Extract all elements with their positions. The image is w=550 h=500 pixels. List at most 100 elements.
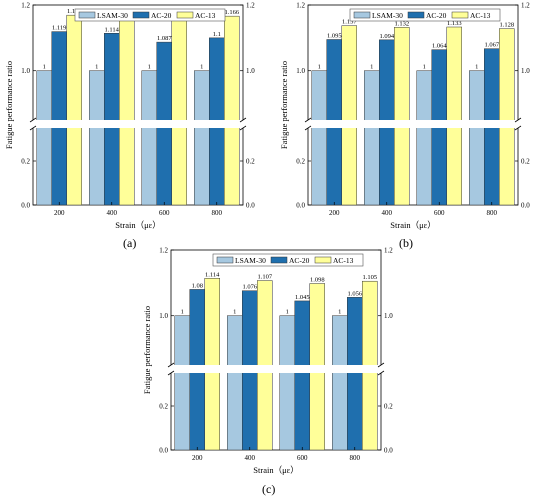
legend-label-ac-20: AC-20: [289, 256, 310, 265]
legend-label-ac-13: AC-13: [470, 11, 491, 20]
axis-break-mark: [377, 370, 385, 376]
data-label: 1: [286, 309, 289, 316]
legend-swatch-ac-20: [270, 256, 288, 264]
bar-ac-13-600: [446, 26, 462, 206]
data-label: 1.128: [499, 22, 514, 29]
ytick-label-right: 0.0: [246, 202, 255, 210]
data-label: 1.1: [213, 31, 221, 38]
data-label: 1.056: [347, 290, 362, 297]
bar-ac-13-400: [119, 18, 135, 206]
plot-frame: [307, 4, 519, 206]
data-label: 1.132: [394, 20, 409, 27]
bar-lsam-30-800: [194, 70, 210, 206]
bar-ac-13-200: [204, 278, 220, 451]
data-label: 1.114: [105, 26, 120, 33]
data-label: 1: [318, 64, 321, 71]
bar-ac-20-600: [294, 300, 310, 451]
data-label: 1.137: [342, 19, 357, 26]
bar-lsam-30-200: [174, 315, 190, 451]
bar-lsam-30-600: [279, 315, 295, 451]
data-label: 1: [423, 64, 426, 71]
data-label: 1.133: [447, 20, 462, 27]
ytick-label-left: 0.2: [296, 158, 305, 166]
data-label: 1.094: [379, 33, 394, 40]
data-label: 1.119: [52, 25, 66, 32]
legend-swatch-ac-13: [176, 11, 194, 19]
caption-a-text: (a): [123, 236, 137, 250]
axis-break-band: [29, 120, 247, 128]
bar-lsam-30-400: [89, 70, 105, 206]
axis-break-mark: [514, 125, 522, 131]
ytick-label-right: 1.0: [246, 67, 255, 75]
ytick-label-left: 1.0: [21, 67, 30, 75]
ytick-label-right: 0.0: [384, 447, 393, 455]
bar-ac-13-200: [66, 14, 82, 206]
ytick-label-right: 0.2: [384, 403, 393, 411]
caption-a: (a): [123, 236, 136, 251]
axis-break-mark: [239, 117, 247, 123]
data-label: 1.169: [67, 8, 82, 15]
ytick-label-left: 1.2: [159, 247, 168, 255]
data-label: 1.08: [192, 282, 203, 289]
ytick-label-left: 0.0: [296, 202, 305, 210]
ytick-label-right: 0.2: [246, 158, 255, 166]
data-label: 1.045: [295, 294, 310, 301]
ytick-label-left: 0.0: [159, 447, 168, 455]
caption-b-text: (b): [399, 236, 413, 250]
legend-label-lsam-30: LSAM-30: [372, 11, 403, 20]
bar-ac-20-400: [104, 33, 120, 206]
ytick-label-right: 1.2: [521, 2, 530, 10]
xtick-label: 400: [245, 454, 256, 462]
legend-swatch-lsam-30: [216, 256, 234, 264]
data-label: 1: [181, 309, 184, 316]
ytick-label-left: 1.0: [296, 67, 305, 75]
bar-ac-13-200: [341, 25, 357, 206]
data-label: 1.076: [242, 284, 257, 291]
data-label: 1.098: [310, 277, 325, 284]
legend-swatch-ac-20: [407, 11, 425, 19]
caption-b: (b): [399, 236, 413, 251]
ytick-label-left: 1.0: [159, 312, 168, 320]
ytick-label-right: 1.2: [384, 247, 393, 255]
bar-lsam-30-600: [416, 70, 432, 206]
y-axis-label: Fatigue performance ratio: [4, 61, 14, 149]
xtick-label: 600: [434, 209, 445, 217]
legend-swatch-lsam-30: [353, 11, 371, 19]
bar-ac-13-800: [499, 28, 515, 206]
data-label: 1.095: [327, 33, 342, 40]
xtick-label: 800: [487, 209, 498, 217]
axis-break-band: [167, 365, 385, 373]
axis-break-mark: [29, 125, 37, 131]
ytick-label-right: 1.0: [521, 67, 530, 75]
x-axis-label: Strain（με）: [390, 220, 435, 230]
data-label: 1: [43, 64, 46, 71]
legend-label-ac-20: AC-20: [426, 11, 447, 20]
y-axis-label: Fatigue performance ratio: [142, 306, 152, 394]
bar-lsam-30-600: [141, 70, 157, 206]
ytick-label-left: 0.0: [21, 202, 30, 210]
bar-ac-13-800: [224, 15, 240, 206]
chart-panel-a: 0.0 0.0 0.2 0.2 1.0 1.0 1.2 1.2 1 1.119 1.169 200 1 1…: [4, 2, 255, 231]
ytick-label-right: 1.2: [246, 2, 255, 10]
data-label: 1: [148, 64, 151, 71]
xtick-label: 400: [382, 209, 393, 217]
axis-break-mark: [29, 117, 37, 123]
ytick-label-left: 0.2: [21, 158, 30, 166]
data-label: 1.087: [157, 35, 172, 42]
ytick-label-left: 1.2: [21, 2, 30, 10]
axis-break-mark: [239, 125, 247, 131]
axis-break-mark: [304, 125, 312, 131]
data-label: 1.166: [224, 9, 239, 16]
xtick-label: 200: [329, 209, 340, 217]
data-label: 1: [95, 64, 98, 71]
x-axis-label: Strain（με）: [115, 220, 160, 230]
x-axis-label: Strain（με）: [253, 465, 298, 475]
data-label: 1.064: [432, 43, 447, 50]
legend-label-lsam-30: LSAM-30: [235, 256, 266, 265]
legend-label-lsam-30: LSAM-30: [97, 11, 128, 20]
data-label: 1: [233, 309, 236, 316]
bar-ac-13-400: [394, 27, 410, 206]
data-label: 1.107: [257, 274, 272, 281]
